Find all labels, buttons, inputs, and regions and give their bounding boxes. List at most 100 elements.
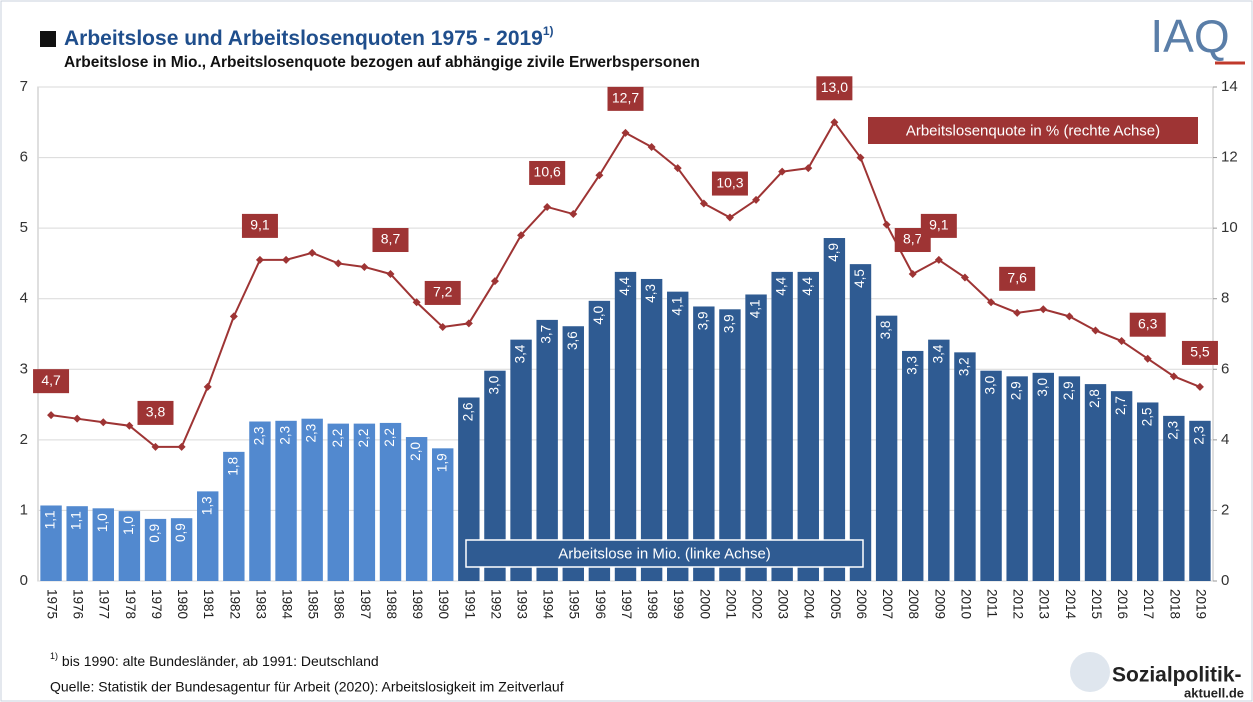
bar xyxy=(1163,415,1185,581)
x-tick-label: 1986 xyxy=(332,589,347,619)
line-marker xyxy=(282,255,291,264)
bar xyxy=(954,352,976,581)
x-tick-label: 2001 xyxy=(723,589,738,619)
line-label-box xyxy=(241,213,278,238)
x-tick-label: 2016 xyxy=(1115,589,1130,619)
line-marker xyxy=(360,262,369,271)
bar xyxy=(118,511,141,581)
x-tick-label: 2011 xyxy=(984,589,999,618)
line-label-box xyxy=(920,213,957,238)
line-marker xyxy=(960,273,969,282)
bar xyxy=(536,319,558,581)
bar xyxy=(92,508,114,581)
line-marker xyxy=(1013,308,1022,317)
bar xyxy=(327,423,349,581)
line-marker xyxy=(203,382,212,391)
x-tick-label: 2019 xyxy=(1193,589,1208,619)
x-tick-label: 2006 xyxy=(854,589,869,619)
line-value-label: 7,2 xyxy=(433,284,453,300)
bar-value-label: 1,8 xyxy=(225,457,240,476)
x-tick-label: 2002 xyxy=(749,589,764,619)
bar-value-label: 3,7 xyxy=(539,325,554,344)
y2-tick-label: 0 xyxy=(1221,572,1229,589)
line-label-box xyxy=(607,86,644,111)
bar-value-label: 2,3 xyxy=(304,424,319,443)
line-value-label: 7,6 xyxy=(1007,270,1027,286)
y2-tick-label: 10 xyxy=(1221,219,1238,236)
x-tick-label: 1992 xyxy=(488,589,503,619)
title-text: Arbeitslose und Arbeitslosenquoten 1975 … xyxy=(64,27,543,50)
line-label-box xyxy=(372,228,409,253)
line-marker xyxy=(699,199,708,208)
line-marker xyxy=(987,298,996,307)
y-tick-label: 6 xyxy=(20,149,28,166)
bar-value-label: 1,1 xyxy=(43,510,58,529)
bar-value-label: 4,4 xyxy=(800,276,815,295)
x-tick-label: 1988 xyxy=(384,589,399,619)
bar xyxy=(1032,372,1054,581)
bar-value-label: 3,0 xyxy=(1035,378,1050,397)
line-marker xyxy=(490,277,499,286)
y-tick-label: 3 xyxy=(20,360,28,377)
line-value-label: 5,5 xyxy=(1190,344,1210,360)
bar-value-label: 2,0 xyxy=(408,442,423,461)
x-tick-label: 2004 xyxy=(802,589,817,620)
line-label-box xyxy=(137,400,174,425)
line-marker xyxy=(99,418,108,427)
line-marker xyxy=(856,153,865,162)
bar-value-label: 1,1 xyxy=(69,511,84,530)
title-marker xyxy=(40,31,56,47)
footnote-text: bis 1990: alte Bundesländer, ab 1991: De… xyxy=(58,653,379,669)
line-value-label: 13,0 xyxy=(821,79,848,95)
bar-value-label: 0,9 xyxy=(173,523,188,542)
line-label-box xyxy=(529,160,566,185)
bar xyxy=(484,370,506,581)
y-tick-label: 5 xyxy=(20,219,28,236)
legend-box xyxy=(868,117,1198,144)
bar xyxy=(405,437,428,581)
bar xyxy=(1137,402,1159,581)
bar xyxy=(693,306,715,581)
bar xyxy=(1006,376,1028,581)
bar xyxy=(1189,420,1211,581)
x-tick-label: 1976 xyxy=(71,589,86,619)
line-marker xyxy=(569,210,578,219)
line-marker xyxy=(1091,326,1100,335)
line-label-box xyxy=(33,369,70,394)
bar-value-label: 3,9 xyxy=(695,311,710,330)
x-tick-label: 1991 xyxy=(462,589,477,619)
bar xyxy=(823,238,846,581)
bar-value-label: 2,3 xyxy=(1165,421,1180,440)
bar-value-label: 4,5 xyxy=(852,269,867,288)
line-value-label: 8,7 xyxy=(903,231,923,247)
bar-value-label: 1,3 xyxy=(199,496,214,515)
line-marker xyxy=(908,270,917,279)
logo-sozialpolitik: Sozialpolitik- xyxy=(1112,664,1242,687)
bar xyxy=(614,271,637,581)
bar-value-label: 3,4 xyxy=(513,344,528,363)
bar xyxy=(1058,376,1081,581)
bar-value-label: 4,1 xyxy=(748,299,763,318)
bar xyxy=(170,518,193,581)
x-tick-label: 2000 xyxy=(697,589,712,619)
line-marker xyxy=(1195,382,1204,391)
bar-value-label: 2,3 xyxy=(252,427,267,446)
line-marker xyxy=(1169,372,1178,381)
chart-subtitle: Arbeitslose in Mio., Arbeitslosenquote b… xyxy=(64,54,700,71)
line-marker xyxy=(255,255,264,264)
x-tick-label: 2013 xyxy=(1037,589,1052,619)
line-marker xyxy=(229,312,238,321)
line-marker xyxy=(73,414,82,423)
line-marker xyxy=(1143,354,1152,363)
bar xyxy=(379,422,402,581)
x-tick-label: 1975 xyxy=(44,589,59,619)
line-marker xyxy=(412,298,421,307)
line-value-label: 9,1 xyxy=(250,217,270,233)
x-tick-label: 1996 xyxy=(593,589,608,619)
bar-value-label: 3,2 xyxy=(957,357,972,376)
line-marker xyxy=(1117,337,1126,346)
bar xyxy=(66,506,88,581)
y2-tick-label: 6 xyxy=(1221,360,1229,377)
bar-value-label: 2,3 xyxy=(1192,426,1207,445)
